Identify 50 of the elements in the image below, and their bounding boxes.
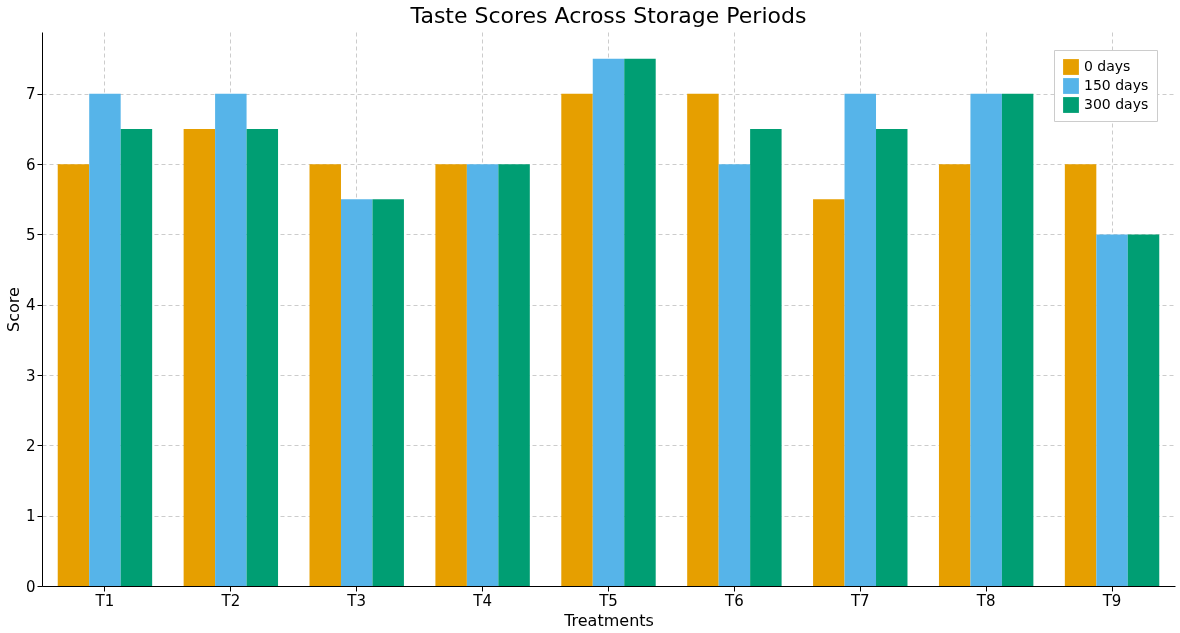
bar [844, 93, 877, 586]
bar [435, 164, 467, 586]
x-tick-label: T2 [220, 591, 241, 610]
bar [1001, 93, 1034, 586]
x-tick-label: T7 [849, 591, 870, 610]
bar [57, 164, 90, 586]
bar [624, 58, 656, 586]
bar [592, 58, 625, 586]
y-tick-label: 1 [25, 507, 36, 526]
y-tick-label: 2 [25, 436, 36, 455]
bar [938, 164, 971, 586]
x-axis-title: Treatments [563, 610, 654, 630]
y-tick-label: 6 [25, 155, 36, 174]
legend-label: 0 days [1084, 58, 1131, 74]
bar [120, 129, 153, 586]
bar [813, 199, 845, 586]
y-tick-label: 4 [25, 296, 36, 315]
x-tick-label: T4 [472, 591, 492, 610]
bar [309, 164, 341, 586]
y-tick-label: 5 [25, 225, 36, 244]
bar [183, 129, 216, 586]
y-axis-title: Score [3, 287, 23, 332]
bar [498, 164, 530, 586]
bar [340, 199, 373, 586]
bar [1127, 234, 1160, 586]
legend-label: 150 days [1084, 77, 1149, 93]
bar [466, 164, 499, 586]
bar [750, 129, 782, 586]
x-tick-label: T5 [598, 591, 618, 610]
bar [1064, 164, 1097, 586]
chart-title: Taste Scores Across Storage Periods [409, 3, 807, 28]
bar [876, 129, 908, 586]
x-tick-label: T1 [94, 591, 115, 610]
legend-label: 300 days [1084, 96, 1149, 112]
x-tick-label: T9 [1101, 591, 1122, 610]
x-tick-label: T6 [724, 591, 744, 610]
bar [561, 93, 593, 586]
y-tick-label: 0 [25, 577, 36, 596]
bar [89, 93, 121, 586]
bar [215, 93, 247, 586]
y-tick-label: 7 [25, 85, 36, 104]
bar [970, 93, 1002, 586]
bar [1096, 234, 1128, 586]
bar [718, 164, 751, 586]
y-tick-label: 3 [25, 366, 36, 385]
x-tick-label: T3 [346, 591, 367, 610]
bar [687, 93, 719, 586]
bar [372, 199, 404, 586]
x-tick-label: T8 [975, 591, 996, 610]
bar [246, 129, 279, 586]
